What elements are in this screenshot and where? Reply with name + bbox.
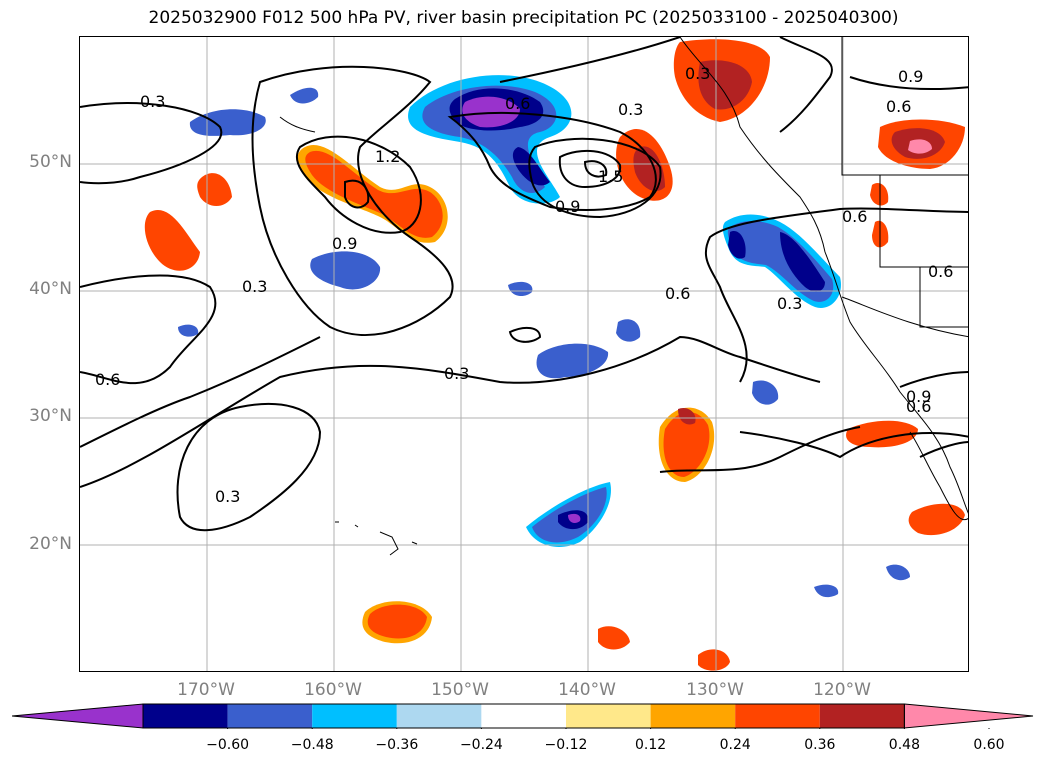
contour-label: 0.3 [685,64,710,83]
map-canvas: 0.3 0.6 0.9 1.2 1.5 0.3 0.6 0.3 0.9 0.3 … [80,37,968,671]
contour-label: 0.3 [242,277,267,296]
contour-label: 0.9 [898,67,923,86]
positive-precip-blob [678,407,696,425]
colorbar-tick-label: −0.12 [544,737,588,753]
lon-label: 150°W [431,680,489,700]
colorbar-segment [227,704,313,728]
coastlines [279,37,968,556]
colorbar-segment [143,704,228,728]
colorbar-tick-label: 0.12 [635,737,667,753]
negative-precip-blob [886,564,910,581]
contour-label: 0.6 [95,370,120,389]
contour-label: 0.3 [444,364,469,383]
positive-precip-blob [870,182,889,206]
colorbar-tick-label: −0.36 [375,737,419,753]
positive-precip-blob [908,503,965,536]
contour-label: 0.3 [215,487,240,506]
contour-label: 1.5 [598,167,623,186]
negative-precip-blob [310,251,381,290]
contour-label: 0.6 [906,397,931,416]
lon-label: 130°W [686,680,744,700]
positive-precip-blob [846,420,918,448]
colorbar-tick-label: 0.24 [719,737,751,753]
map-title: 2025032900 F012 500 hPa PV, river basin … [148,8,899,28]
contour-labels: 0.3 0.6 0.9 1.2 1.5 0.3 0.6 0.3 0.9 0.3 … [95,64,953,506]
contour-label: 1.2 [375,147,400,166]
positive-precip-blob [698,60,752,110]
positive-precip-blob [367,604,427,639]
colorbar-tick-label: 0.60 [973,737,1005,753]
lon-label: 160°W [304,680,362,700]
positive-precip-blob [598,626,630,650]
contour-label: 0.3 [140,92,165,111]
colorbar-segment [566,704,651,728]
negative-precip-blob [508,281,533,297]
positive-precip-blob [305,150,443,238]
contour-label: 0.9 [332,234,357,253]
lat-label: 20°N [29,534,72,554]
positive-precip-blob [698,649,730,671]
positive-precip-blob [908,139,932,154]
negative-precip-blob [568,513,581,523]
colorbar-extend-high [903,703,1034,729]
positive-precip-blob [144,210,200,271]
contour-label: 0.9 [906,387,931,406]
colorbar-tick-label: 0.36 [804,737,836,753]
negative-precip-blob [536,343,609,379]
contour-label: 0.6 [505,94,530,113]
positive-precip-blob [663,411,710,477]
negative-precip-blob [780,232,825,292]
negative-precip-blob [814,584,839,598]
gridlines [80,37,968,671]
lat-label: 40°N [29,279,72,299]
contour-label: 0.6 [886,97,911,116]
negative-precip-blob [616,319,641,342]
negative-precip-blob [728,231,746,259]
contour-label: 0.6 [665,284,690,303]
colorbar-segment [735,704,820,728]
colorbar-tick-label: −0.60 [206,737,250,753]
lat-label: 30°N [29,406,72,426]
lon-label: 170°W [177,680,235,700]
negative-precip-blob [178,324,199,337]
colorbar-tick-label: −0.24 [459,737,503,753]
negative-precip-blob [189,109,266,136]
colorbar-segment [819,704,905,728]
colorbar [12,703,1034,729]
colorbar-tick-label: −0.48 [290,737,334,753]
colorbar-segment [312,704,397,728]
contour-label: 0.6 [842,207,867,226]
lon-label: 140°W [558,680,616,700]
negative-precip-blob [462,96,520,128]
negative-precip-blob [512,147,550,186]
colorbar-segment [650,704,736,728]
negative-precip-blob [290,87,319,104]
positive-precip-blob [633,146,665,192]
pv-contours [80,37,968,532]
precipitation-shading [144,39,965,671]
map-frame: 0.3 0.6 0.9 1.2 1.5 0.3 0.6 0.3 0.9 0.3 … [79,36,969,672]
colorbar-segment [396,704,482,728]
colorbar-outline [142,703,905,729]
contour-label: 0.9 [555,197,580,216]
lat-label: 50°N [29,152,72,172]
positive-precip-blob [197,173,232,206]
contour-label: 0.6 [928,262,953,281]
colorbar-segment [481,704,566,728]
contour-label: 0.3 [777,294,802,313]
colorbar-extend-low [12,703,144,729]
negative-precip-blob [752,380,779,405]
colorbar-segments [12,703,1034,729]
contour-label: 0.3 [618,100,643,119]
colorbar-tick-label: 0.48 [888,737,920,753]
lon-label: 120°W [813,680,871,700]
